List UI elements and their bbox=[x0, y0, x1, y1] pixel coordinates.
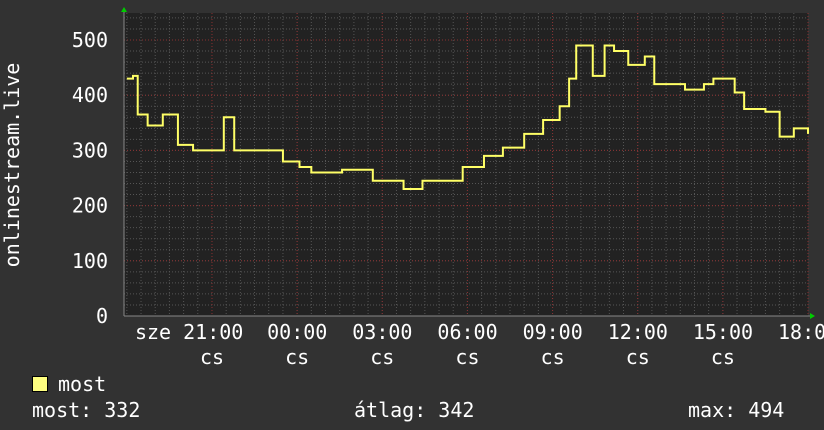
x-tick-label: 15:00 bbox=[693, 320, 753, 344]
x-tick-overlap-label: cs bbox=[711, 345, 735, 369]
x-tick-overlap-label: cs bbox=[541, 345, 565, 369]
x-axis-arrow bbox=[810, 313, 815, 319]
series-line-most bbox=[126, 44, 809, 191]
y-tick-label: 500 bbox=[72, 28, 108, 52]
stat-average: átlag: 342 bbox=[354, 398, 475, 422]
x-tick-overlap-label: cs bbox=[200, 345, 224, 369]
x-tick-label: 03:00 bbox=[352, 320, 412, 344]
y-tick-label: 300 bbox=[72, 138, 108, 162]
x-tick-label: 18:00 bbox=[778, 320, 824, 344]
x-tick-label: 06:00 bbox=[437, 320, 497, 344]
x-tick-label: 00:00 bbox=[267, 320, 327, 344]
y-axis-label: onlinestream.live bbox=[0, 63, 24, 268]
x-tick-overlap-label: cs bbox=[285, 345, 309, 369]
y-tick-label: 100 bbox=[72, 249, 108, 273]
y-tick-label: 400 bbox=[72, 83, 108, 107]
y-tick-label: 0 bbox=[96, 304, 108, 328]
stat-max: max: 494 bbox=[688, 398, 785, 422]
x-tick-label: 09:00 bbox=[523, 320, 583, 344]
x-tick-label: 12:00 bbox=[608, 320, 668, 344]
legend-label-most: most bbox=[58, 372, 107, 396]
legend-swatch-most bbox=[32, 376, 48, 392]
stat-current: most: 332 bbox=[32, 398, 141, 422]
x-tick-overlap-label: cs bbox=[370, 345, 394, 369]
x-tick-label: sze 21:00 bbox=[135, 320, 243, 344]
y-axis-arrow bbox=[121, 7, 127, 12]
x-tick-overlap-label: cs bbox=[626, 345, 650, 369]
x-tick-overlap-label: cs bbox=[455, 345, 479, 369]
y-tick-label: 200 bbox=[72, 194, 108, 218]
